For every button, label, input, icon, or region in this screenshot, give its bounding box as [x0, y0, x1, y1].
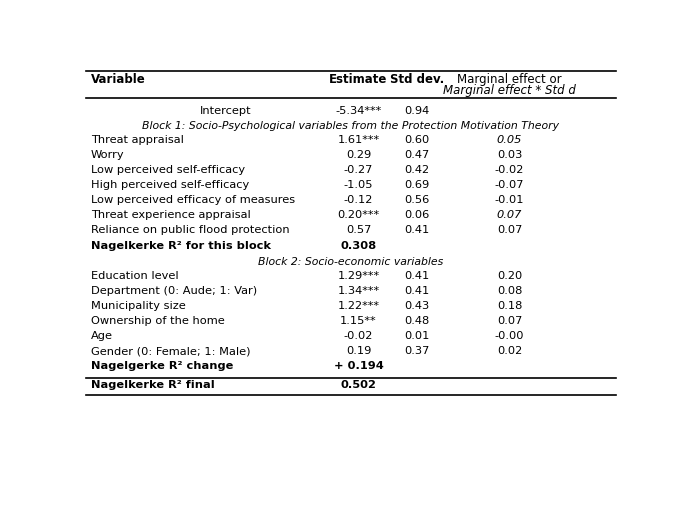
Text: Marginal effect or: Marginal effect or — [458, 73, 562, 86]
Text: 1.15**: 1.15** — [340, 316, 377, 326]
Text: Municipality size: Municipality size — [91, 301, 185, 311]
Text: 0.308: 0.308 — [341, 240, 377, 250]
Text: High perceived self-efficacy: High perceived self-efficacy — [91, 180, 249, 191]
Text: -0.00: -0.00 — [495, 331, 525, 341]
Text: Low perceived efficacy of measures: Low perceived efficacy of measures — [91, 195, 295, 205]
Text: 1.22***: 1.22*** — [337, 301, 380, 311]
Text: -0.02: -0.02 — [344, 331, 373, 341]
Text: Variable: Variable — [91, 73, 146, 86]
Text: Ownership of the home: Ownership of the home — [91, 316, 224, 326]
Text: 0.07: 0.07 — [497, 226, 523, 235]
Text: + 0.194: + 0.194 — [334, 361, 383, 371]
Text: 0.41: 0.41 — [404, 226, 430, 235]
Text: Std dev.: Std dev. — [390, 73, 444, 86]
Text: -0.01: -0.01 — [495, 195, 525, 205]
Text: 0.47: 0.47 — [404, 151, 430, 160]
Text: 0.05: 0.05 — [497, 135, 523, 146]
Text: 1.34***: 1.34*** — [337, 286, 380, 296]
Text: Nagelgerke R² change: Nagelgerke R² change — [91, 361, 233, 371]
Text: 0.03: 0.03 — [497, 151, 523, 160]
Text: Education level: Education level — [91, 271, 179, 281]
Text: Estimate: Estimate — [329, 73, 388, 86]
Text: Threat experience appraisal: Threat experience appraisal — [91, 210, 250, 221]
Text: 0.37: 0.37 — [404, 346, 430, 356]
Text: Age: Age — [91, 331, 113, 341]
Text: Intercept: Intercept — [200, 106, 252, 117]
Text: 0.60: 0.60 — [404, 135, 430, 146]
Text: 0.502: 0.502 — [341, 380, 376, 390]
Text: -1.05: -1.05 — [344, 180, 373, 191]
Text: 0.43: 0.43 — [404, 301, 430, 311]
Text: Marginal effect * Std d: Marginal effect * Std d — [443, 84, 576, 97]
Text: -5.34***: -5.34*** — [335, 106, 382, 117]
Text: 0.94: 0.94 — [404, 106, 430, 117]
Text: 0.41: 0.41 — [404, 271, 430, 281]
Text: 0.19: 0.19 — [346, 346, 371, 356]
Text: Worry: Worry — [91, 151, 124, 160]
Text: 0.57: 0.57 — [346, 226, 371, 235]
Text: 0.02: 0.02 — [497, 346, 522, 356]
Text: 0.07: 0.07 — [497, 210, 523, 221]
Text: Nagelkerke R² for this block: Nagelkerke R² for this block — [91, 240, 271, 250]
Text: 0.42: 0.42 — [404, 165, 430, 175]
Text: 1.61***: 1.61*** — [337, 135, 380, 146]
Text: 0.01: 0.01 — [404, 331, 430, 341]
Text: 0.48: 0.48 — [404, 316, 430, 326]
Text: Department (0: Aude; 1: Var): Department (0: Aude; 1: Var) — [91, 286, 257, 296]
Text: -0.12: -0.12 — [344, 195, 373, 205]
Text: -0.07: -0.07 — [495, 180, 525, 191]
Text: 0.06: 0.06 — [404, 210, 430, 221]
Text: Gender (0: Female; 1: Male): Gender (0: Female; 1: Male) — [91, 346, 250, 356]
Text: 0.41: 0.41 — [404, 286, 430, 296]
Text: Nagelkerke R² final: Nagelkerke R² final — [91, 380, 215, 390]
Text: 0.18: 0.18 — [497, 301, 523, 311]
Text: 0.20***: 0.20*** — [337, 210, 380, 221]
Text: -0.02: -0.02 — [495, 165, 524, 175]
Text: Reliance on public flood protection: Reliance on public flood protection — [91, 226, 289, 235]
Text: 0.29: 0.29 — [346, 151, 371, 160]
Text: -0.27: -0.27 — [344, 165, 373, 175]
Text: Threat appraisal: Threat appraisal — [91, 135, 184, 146]
Text: Block 2: Socio-economic variables: Block 2: Socio-economic variables — [258, 257, 443, 267]
Text: 0.07: 0.07 — [497, 316, 523, 326]
Text: 0.20: 0.20 — [497, 271, 522, 281]
Text: Low perceived self-efficacy: Low perceived self-efficacy — [91, 165, 245, 175]
Text: 1.29***: 1.29*** — [337, 271, 380, 281]
Text: 0.56: 0.56 — [404, 195, 430, 205]
Text: Block 1: Socio-Psychological variables from the Protection Motivation Theory: Block 1: Socio-Psychological variables f… — [142, 122, 559, 131]
Text: 0.69: 0.69 — [404, 180, 430, 191]
Text: 0.08: 0.08 — [497, 286, 523, 296]
